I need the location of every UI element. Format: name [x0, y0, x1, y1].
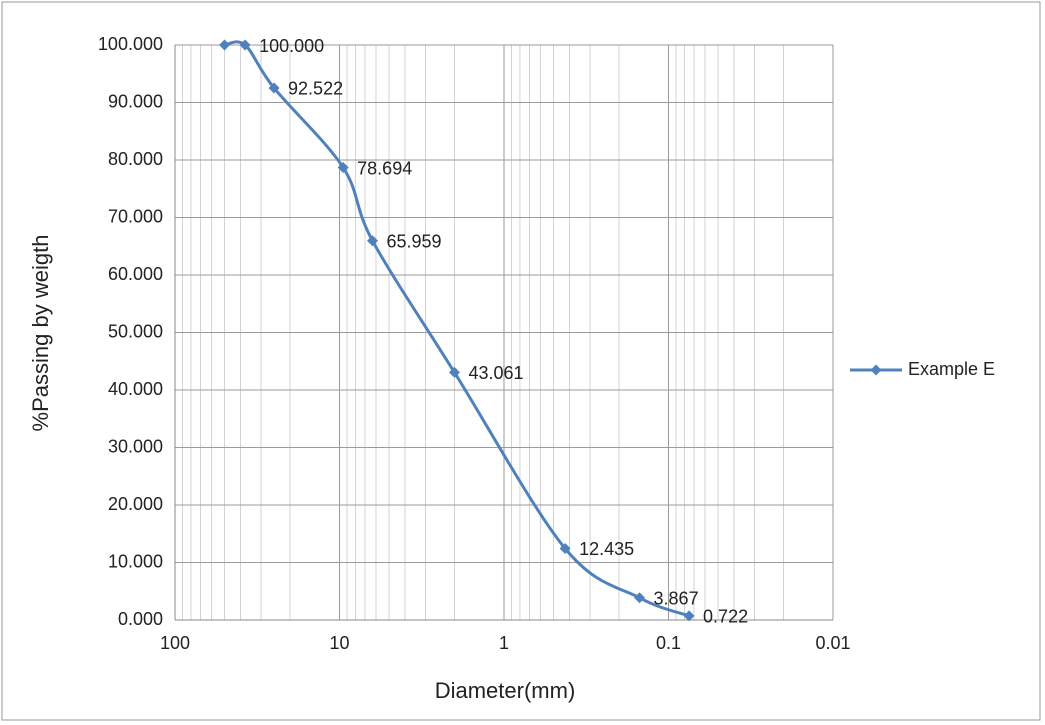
series-line — [224, 40, 690, 618]
data-point — [337, 162, 349, 174]
data-label: 100.000 — [259, 36, 324, 56]
x-tick-label: 100 — [160, 633, 190, 653]
data-label: 92.522 — [288, 79, 343, 99]
y-tick-label: 70.000 — [108, 206, 163, 226]
y-tick-label: 10.000 — [108, 551, 163, 571]
legend-marker — [870, 364, 882, 376]
data-label: 12.435 — [579, 539, 634, 559]
legend-label: Example E — [908, 359, 995, 379]
y-tick-label: 0.000 — [118, 609, 163, 629]
data-point — [239, 39, 251, 51]
y-tick-label: 40.000 — [108, 379, 163, 399]
y-tick-label: 60.000 — [108, 264, 163, 284]
x-tick-label: 0.1 — [656, 633, 681, 653]
x-tick-label: 0.01 — [815, 633, 850, 653]
data-label: 3.867 — [654, 589, 699, 609]
data-point — [559, 542, 571, 554]
y-tick-label: 90.000 — [108, 91, 163, 111]
data-label: 0.722 — [703, 607, 748, 627]
y-tick-label: 80.000 — [108, 149, 163, 169]
y-axis-label: %Passing by weigth — [28, 235, 53, 432]
data-point — [219, 39, 231, 51]
x-axis-label: Diameter(mm) — [435, 678, 576, 703]
y-tick-label: 100.000 — [98, 34, 163, 54]
data-point — [448, 366, 460, 378]
x-tick-label: 10 — [329, 633, 349, 653]
y-tick-label: 30.000 — [108, 436, 163, 456]
data-label: 65.959 — [387, 231, 442, 251]
data-point — [634, 592, 646, 604]
data-label: 43.061 — [468, 363, 523, 383]
data-point — [367, 235, 379, 247]
data-point — [268, 82, 280, 94]
y-tick-label: 50.000 — [108, 321, 163, 341]
y-tick-label: 20.000 — [108, 494, 163, 514]
x-tick-label: 1 — [499, 633, 509, 653]
data-label: 78.694 — [357, 158, 412, 178]
data-point — [683, 610, 695, 622]
